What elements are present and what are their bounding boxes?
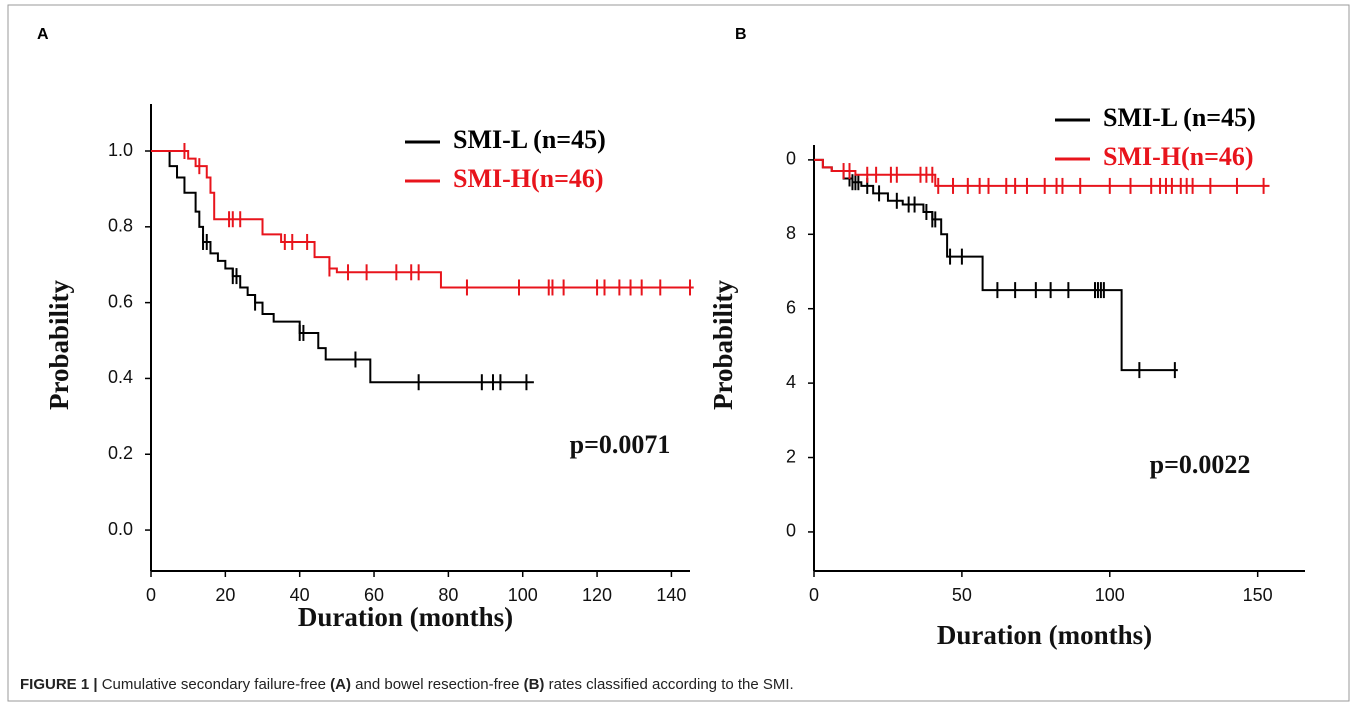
x-axis-label: Duration (months) <box>937 620 1152 650</box>
y-tick-label: 8 <box>786 223 796 243</box>
annotation: p=0.0071 <box>570 430 671 459</box>
annotation: p=0.0022 <box>1150 450 1251 479</box>
caption-text: (B) <box>524 676 545 693</box>
y-tick-label: 1.0 <box>108 140 133 160</box>
caption: FIGURE 1 | Cumulative secondary failure-… <box>20 676 794 693</box>
y-tick-label: 6 <box>786 297 796 317</box>
y-axis-label: Probability <box>44 279 74 410</box>
y-tick-label: 4 <box>786 372 796 392</box>
y-tick-label: 0.4 <box>108 367 133 387</box>
legend-label: SMI-H(n=46) <box>1103 142 1254 171</box>
y-tick-label: 0.6 <box>108 291 133 311</box>
panel-label: A <box>37 26 49 43</box>
y-tick-label: 0.8 <box>108 216 133 236</box>
x-tick-label: 100 <box>1095 585 1125 605</box>
y-tick-label: 0 <box>786 521 796 541</box>
caption-text: Cumulative secondary failure-free <box>102 676 326 693</box>
y-tick-label: 2 <box>786 446 796 466</box>
x-tick-label: 150 <box>1243 585 1273 605</box>
x-tick-label: 60 <box>364 585 384 605</box>
x-tick-label: 40 <box>290 585 310 605</box>
survival-curve <box>814 158 1178 372</box>
caption-text: (A) <box>330 676 351 693</box>
survival-curve <box>151 150 694 289</box>
caption-text: rates classified according to the SMI. <box>549 676 794 693</box>
panel-label: B <box>735 26 747 43</box>
y-tick-label: 0 <box>786 149 796 169</box>
x-tick-label: 120 <box>582 585 612 605</box>
y-axis-label: Probability <box>708 279 738 410</box>
legend-label: SMI-L (n=45) <box>453 125 606 154</box>
x-tick-label: 80 <box>438 585 458 605</box>
x-tick-label: 20 <box>215 585 235 605</box>
x-axis-label: Duration (months) <box>298 602 513 632</box>
x-tick-label: 0 <box>146 585 156 605</box>
x-tick-label: 0 <box>809 585 819 605</box>
legend-label: SMI-H(n=46) <box>453 164 604 193</box>
y-tick-label: 0.0 <box>108 519 133 539</box>
caption-label: FIGURE 1 | <box>20 676 98 693</box>
caption-text: and bowel resection-free <box>355 676 519 693</box>
x-tick-label: 100 <box>508 585 538 605</box>
y-tick-label: 0.2 <box>108 443 133 463</box>
legend-label: SMI-L (n=45) <box>1103 103 1256 132</box>
x-tick-label: 140 <box>656 585 686 605</box>
x-tick-label: 50 <box>952 585 972 605</box>
frame <box>7 4 1350 702</box>
